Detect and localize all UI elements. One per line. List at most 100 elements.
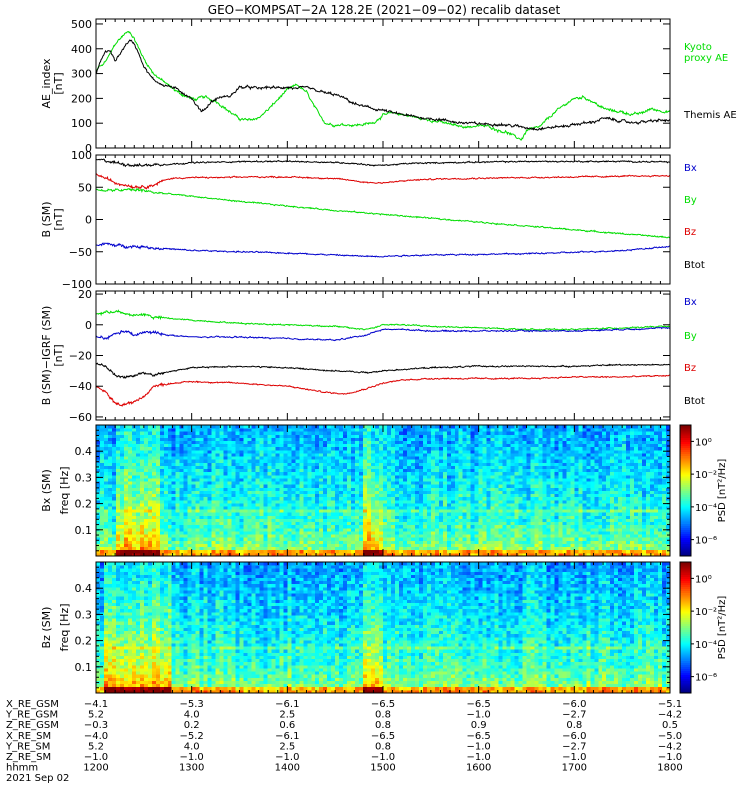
psd-cell xyxy=(482,443,488,448)
psd-cell xyxy=(331,518,336,523)
psd-cell xyxy=(179,484,185,488)
psd-cell xyxy=(351,540,356,544)
psd-cell xyxy=(343,453,348,457)
psd-cell xyxy=(410,446,416,451)
psd-cell xyxy=(375,437,380,441)
psd-cell xyxy=(414,462,420,466)
psd-cell xyxy=(115,493,121,498)
psd-cell xyxy=(462,453,468,457)
psd-cell xyxy=(159,543,165,548)
psd-cell xyxy=(414,543,420,548)
psd-cell xyxy=(474,543,480,548)
psd-cell xyxy=(331,440,336,445)
psd-cell xyxy=(299,493,304,498)
psd-cell xyxy=(502,493,507,498)
psd-cell xyxy=(398,487,404,491)
psd-cell xyxy=(510,549,515,554)
psd-cell xyxy=(123,459,129,463)
psd-cell xyxy=(183,474,189,479)
psd-cell xyxy=(111,509,117,513)
psd-cell xyxy=(478,537,484,541)
psd-cell xyxy=(335,487,340,491)
psd-cell xyxy=(486,515,492,519)
psd-cell xyxy=(414,552,420,557)
psd-cell xyxy=(327,506,332,510)
psd-cell xyxy=(418,481,424,485)
psd-cell xyxy=(107,493,113,498)
psd-cell xyxy=(386,478,392,482)
psd-cell xyxy=(127,465,133,470)
psd-cell xyxy=(398,456,404,460)
psd-cell xyxy=(422,428,428,432)
psd-cell xyxy=(466,549,472,554)
psd-cell xyxy=(514,468,519,473)
psd-cell xyxy=(275,478,280,482)
psd-cell xyxy=(375,515,380,519)
psd-cell xyxy=(303,459,308,463)
psd-cell xyxy=(367,502,372,507)
psd-cell xyxy=(107,527,113,532)
psd-cell xyxy=(363,462,368,466)
psd-cell xyxy=(295,446,300,451)
psd-cell xyxy=(355,534,360,538)
psd-cell xyxy=(187,437,193,441)
psd-cell xyxy=(454,534,460,538)
psd-cell xyxy=(339,446,344,451)
psd-cell xyxy=(311,509,316,513)
psd-cell xyxy=(502,437,507,441)
psd-cell xyxy=(351,502,356,507)
psd-cell xyxy=(187,527,193,532)
psd-cell xyxy=(383,456,388,460)
psd-cell xyxy=(179,434,185,438)
psd-cell xyxy=(247,509,252,513)
psd-cell xyxy=(151,471,157,476)
psd-cell xyxy=(119,462,125,466)
psd-cell xyxy=(139,474,145,479)
psd-cell xyxy=(315,518,320,523)
psd-cell xyxy=(307,512,312,516)
psd-cell xyxy=(442,453,448,457)
psd-cell xyxy=(363,425,368,429)
psd-cell xyxy=(175,434,181,438)
psd-cell xyxy=(259,462,264,466)
psd-cell xyxy=(167,437,173,441)
psd-cell xyxy=(139,465,145,470)
psd-cell xyxy=(223,468,228,473)
psd-cell xyxy=(115,540,121,544)
psd-cell xyxy=(291,552,296,557)
psd-cell xyxy=(343,552,348,557)
psd-cell xyxy=(111,546,117,551)
psd-cell xyxy=(283,462,288,466)
psd-cell xyxy=(171,471,177,476)
psd-cell xyxy=(251,552,256,557)
psd-cell xyxy=(458,493,464,498)
psd-cell xyxy=(351,478,356,482)
psd-cell xyxy=(311,515,316,519)
psd-cell xyxy=(163,531,169,535)
psd-cell xyxy=(115,521,121,526)
psd-cell xyxy=(291,462,296,466)
psd-cell xyxy=(291,478,296,482)
psd-cell xyxy=(96,534,101,538)
psd-cell xyxy=(331,443,336,448)
psd-cell xyxy=(119,437,125,441)
psd-cell xyxy=(115,453,121,457)
psd-cell xyxy=(263,434,268,438)
psd-cell xyxy=(111,434,117,438)
psd-cell xyxy=(414,468,420,473)
psd-cell xyxy=(299,471,304,476)
psd-cell xyxy=(410,499,416,504)
psd-cell xyxy=(331,531,336,535)
psd-cell xyxy=(367,540,372,544)
psd-cell xyxy=(494,540,499,544)
psd-cell xyxy=(414,515,420,519)
psd-cell xyxy=(131,509,137,513)
psd-cell xyxy=(470,534,476,538)
psd-cell xyxy=(486,496,492,501)
psd-cell xyxy=(219,499,224,504)
psd-cell xyxy=(131,478,137,482)
psd-cell xyxy=(119,531,125,535)
psd-cell xyxy=(383,506,388,510)
psd-cell xyxy=(167,465,173,470)
psd-cell xyxy=(207,459,212,463)
